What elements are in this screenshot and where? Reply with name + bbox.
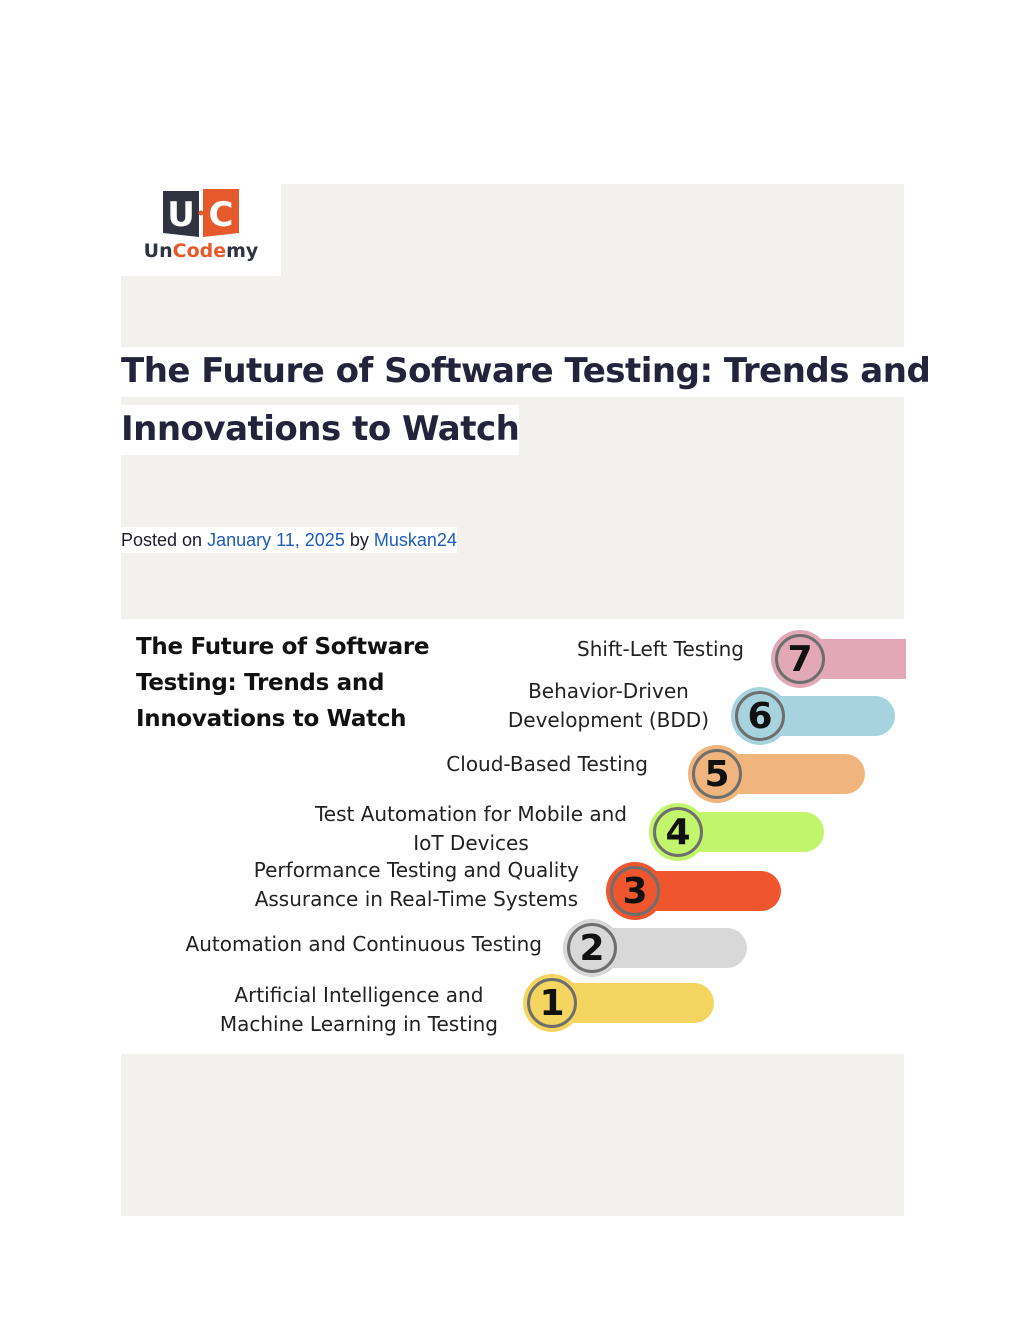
step-label-line: Assurance in Real-Time Systems [254, 887, 579, 911]
step-number-4: 4 [653, 807, 703, 857]
logo-mark-c: C [209, 195, 234, 235]
step-number-7: 7 [775, 634, 825, 684]
step-label-line: IoT Devices [413, 831, 529, 855]
step-number-1: 1 [527, 978, 577, 1028]
step-label-5: Cloud-Based Testing [446, 750, 648, 779]
step-label-1: Artificial Intelligence and Machine Learn… [220, 981, 498, 1039]
logo-wordmark-code: Code [172, 240, 227, 262]
step-label-line: Test Automation for Mobile and [314, 802, 627, 826]
infographic-title-line: Innovations to Watch [136, 706, 407, 732]
step-label-2: Automation and Continuous Testing [186, 930, 542, 959]
logo-wordmark-my: my [226, 240, 259, 262]
infographic-title-line: The Future of Software [136, 634, 430, 660]
article-title-line-1: The Future of Software Testing: Trends a… [121, 347, 931, 397]
step-number-6: 6 [735, 691, 785, 741]
logo-wordmark: UnCodemy [121, 240, 281, 262]
author-link[interactable]: Muskan24 [373, 530, 457, 550]
step-number-3: 3 [610, 866, 660, 916]
step-label-7: Shift-Left Testing [577, 635, 744, 664]
step-label-line: Machine Learning in Testing [219, 1012, 498, 1036]
step-label-line: Behavior-Driven [528, 679, 689, 703]
step-label-3: Performance Testing and Quality Assurance… [254, 856, 579, 914]
step-number-5: 5 [692, 749, 742, 799]
step-label-6: Behavior-Driven Development (BDD) [508, 677, 709, 735]
logo-mark-icon: U C [163, 189, 239, 237]
by-text: by [344, 530, 374, 550]
step-label-line: Shift-Left Testing [577, 637, 744, 661]
logo-wordmark-un: Un [143, 240, 173, 262]
step-label-line: Performance Testing and Quality [253, 858, 579, 882]
uncodemy-logo[interactable]: U C UnCodemy [121, 184, 281, 276]
post-date-link[interactable]: January 11, 2025 [207, 530, 345, 550]
step-label-line: Development (BDD) [507, 708, 709, 732]
post-meta: Posted on January 11, 2025 by Muskan24 [121, 527, 457, 553]
step-label-line: Cloud-Based Testing [446, 752, 648, 776]
logo-mark-u: U [167, 195, 195, 235]
infographic-title-line: Testing: Trends and [136, 670, 385, 696]
step-label-4: Test Automation for Mobile and IoT Device… [315, 800, 627, 858]
featured-infographic: The Future of Software Testing: Trends a… [121, 619, 906, 1054]
infographic-title: The Future of Software Testing: Trends a… [136, 629, 430, 737]
article-title-line-2: Innovations to Watch [121, 405, 520, 455]
step-number-2: 2 [567, 923, 617, 973]
step-label-line: Artificial Intelligence and [234, 983, 484, 1007]
step-label-line: Automation and Continuous Testing [185, 932, 542, 956]
posted-on-text: Posted on [121, 530, 208, 550]
